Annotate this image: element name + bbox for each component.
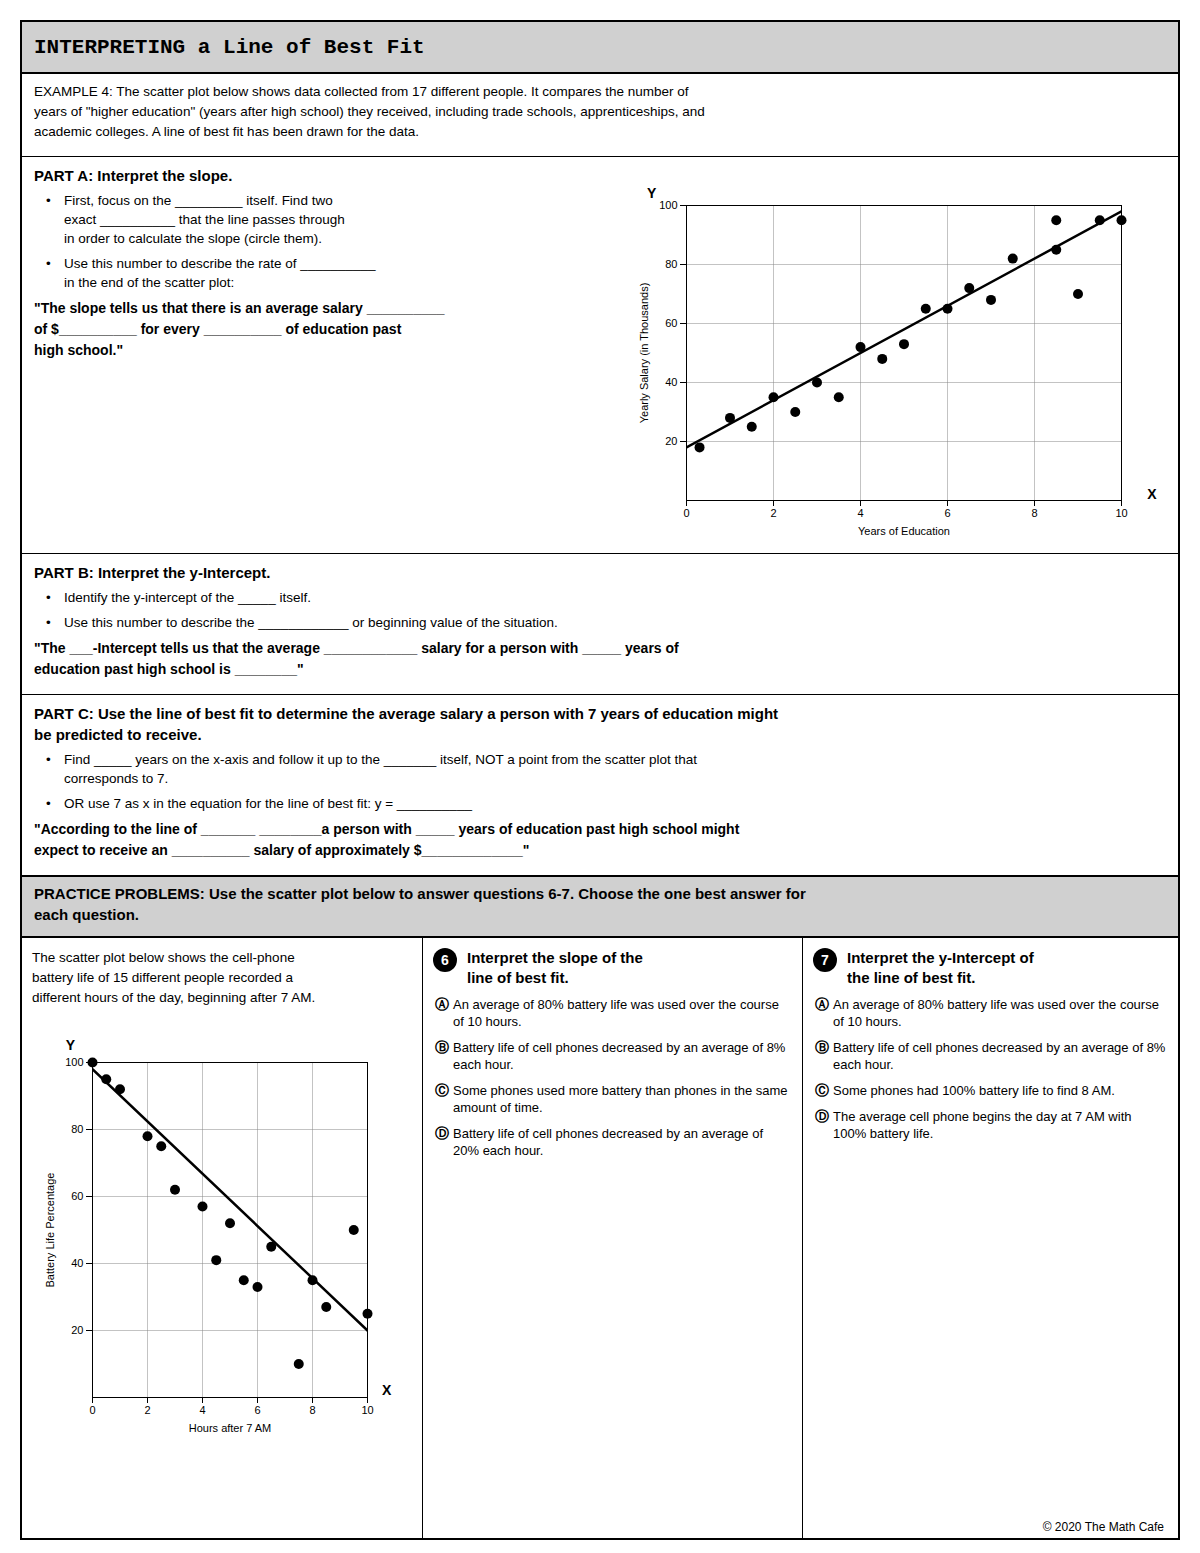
html-text:Ⓓ The average cell phone begin: Ⓓ The average cell phone begins the day … bbox=[815, 1108, 1132, 1141]
html-text:Ⓒ Some phones had 100% battery: Ⓒ Some phones had 100% battery life to f… bbox=[815, 1082, 1115, 1098]
svg-text:6: 6 bbox=[254, 1404, 260, 1416]
html-text:Use this number to describe th: Use this number to describe the rate of … bbox=[64, 256, 376, 271]
svg-text:80: 80 bbox=[665, 258, 677, 270]
html-text:high school.": high school." bbox=[34, 342, 124, 358]
svg-text:10: 10 bbox=[1115, 507, 1127, 519]
html-text:6: 6 bbox=[441, 952, 449, 968]
html-text:each question.: each question. bbox=[34, 906, 139, 923]
svg-text:100: 100 bbox=[659, 199, 677, 211]
svg-text:4: 4 bbox=[857, 507, 863, 519]
svg-text:8: 8 bbox=[309, 1404, 315, 1416]
html-text:Ⓓ Battery life of cell phones: Ⓓ Battery life of cell phones decreased … bbox=[435, 1125, 763, 1158]
svg-text:Y: Y bbox=[647, 185, 657, 201]
svg-text:Hours after 7 AM: Hours after 7 AM bbox=[189, 1422, 272, 1434]
svg-text:4: 4 bbox=[199, 1404, 205, 1416]
html-text:in the end of the scatter plot: in the end of the scatter plot: bbox=[64, 275, 235, 290]
html-text:battery life of 15 different p: battery life of 15 different people reco… bbox=[32, 970, 293, 985]
svg-text:0: 0 bbox=[683, 507, 689, 519]
svg-text:0: 0 bbox=[89, 1404, 95, 1416]
svg-text:X: X bbox=[382, 1382, 392, 1398]
html-text:academic colleges. A line of b: academic colleges. A line of best fit ha… bbox=[34, 124, 419, 139]
svg-text:X: X bbox=[1147, 486, 1157, 502]
html-text:Ⓑ Battery life of cell phones: Ⓑ Battery life of cell phones decreased … bbox=[815, 1039, 1166, 1072]
html-text:in order to calculate the slop: in order to calculate the slope (circle … bbox=[64, 231, 323, 246]
svg-text:6: 6 bbox=[944, 507, 950, 519]
html-text:PART A: Interpret the slope.: PART A: Interpret the slope. bbox=[34, 167, 233, 184]
html-text:Ⓐ An average of 80% battery li: Ⓐ An average of 80% battery life was use… bbox=[815, 996, 1159, 1029]
html-text:OR use 7 as x in the equation: OR use 7 as x in the equation for the li… bbox=[64, 796, 472, 811]
svg-text:100: 100 bbox=[65, 1056, 83, 1068]
html-text:expect to receive an _________: expect to receive an __________ salary o… bbox=[34, 842, 530, 858]
svg-text:Battery Life Percentage: Battery Life Percentage bbox=[44, 1173, 56, 1288]
html-text:education past high school is: education past high school is ________" bbox=[34, 661, 304, 677]
html-text:Interpret the slope of the: Interpret the slope of the bbox=[467, 949, 643, 966]
svg-text:60: 60 bbox=[665, 317, 677, 329]
html-text:Ⓒ Some phones used more batter: Ⓒ Some phones used more battery than pho… bbox=[435, 1082, 788, 1115]
html-text:First, focus on the _________: First, focus on the _________ itself. Fi… bbox=[64, 193, 333, 208]
svg-text:10: 10 bbox=[361, 1404, 373, 1416]
html-text:The scatter plot below shows t: The scatter plot below shows the cell-ph… bbox=[32, 950, 295, 965]
svg-text:Y: Y bbox=[66, 1037, 76, 1053]
html-text:exact __________ that the line: exact __________ that the line passes th… bbox=[64, 212, 345, 227]
html-text:"The ___-Intercept tells us th: "The ___-Intercept tells us that the ave… bbox=[34, 640, 679, 656]
html-text:line of best fit.: line of best fit. bbox=[467, 969, 569, 986]
svg-text:Yearly Salary (in Thousands): Yearly Salary (in Thousands) bbox=[638, 283, 650, 424]
svg-text:Years of Education: Years of Education bbox=[858, 525, 950, 537]
html-text:of $__________ for every _____: of $__________ for every __________ of e… bbox=[34, 321, 402, 337]
html-text:Find _____ years on the x-axis: Find _____ years on the x-axis and follo… bbox=[64, 752, 698, 767]
html-text:"The slope tells us that there: "The slope tells us that there is an ave… bbox=[34, 300, 445, 316]
html-text:EXAMPLE 4: The scatter plot be: EXAMPLE 4: The scatter plot below shows … bbox=[34, 84, 689, 99]
html-text:PART C: Use the line of best f: PART C: Use the line of best fit to dete… bbox=[34, 705, 779, 722]
html-text:be predicted to receive.: be predicted to receive. bbox=[34, 726, 202, 743]
html-text:different hours of the day, be: different hours of the day, beginning af… bbox=[32, 990, 316, 1005]
svg-text:8: 8 bbox=[1031, 507, 1037, 519]
svg-text:60: 60 bbox=[71, 1190, 83, 1202]
svg-text:2: 2 bbox=[144, 1404, 150, 1416]
html-text:years of "higher education" (y: years of "higher education" (years after… bbox=[34, 104, 705, 119]
html-text:"According to the line of ____: "According to the line of _______ ______… bbox=[34, 821, 740, 837]
html-text:7: 7 bbox=[821, 952, 829, 968]
svg-text:2: 2 bbox=[770, 507, 776, 519]
html-text:Ⓐ An average of 80% battery li: Ⓐ An average of 80% battery life was use… bbox=[435, 996, 779, 1029]
svg-text:20: 20 bbox=[71, 1324, 83, 1336]
svg-text:20: 20 bbox=[665, 435, 677, 447]
html-text:Identify the y-intercept of th: Identify the y-intercept of the _____ it… bbox=[64, 590, 311, 605]
html-text:PART B: Interpret the y-Interc: PART B: Interpret the y-Intercept. bbox=[34, 564, 271, 581]
html-text:corresponds to 7.: corresponds to 7. bbox=[64, 771, 169, 786]
svg-text:40: 40 bbox=[71, 1257, 83, 1269]
html-text:PRACTICE PROBLEMS: Use the sca: PRACTICE PROBLEMS: Use the scatter plot … bbox=[34, 885, 806, 902]
html-text:INTERPRETING a Line of Best Fi: INTERPRETING a Line of Best Fit bbox=[34, 35, 425, 59]
svg-text:80: 80 bbox=[71, 1123, 83, 1135]
html-text:Ⓑ Battery life of cell phones: Ⓑ Battery life of cell phones decreased … bbox=[435, 1039, 786, 1072]
html-text:Interpret the y-Intercept of: Interpret the y-Intercept of bbox=[847, 949, 1034, 966]
html-text:© 2020 The Math Cafe: © 2020 The Math Cafe bbox=[1042, 1520, 1164, 1534]
svg-text:40: 40 bbox=[665, 376, 677, 388]
html-text:Use this number to describe th: Use this number to describe the ________… bbox=[64, 615, 558, 630]
html-text:the line of best fit.: the line of best fit. bbox=[847, 969, 976, 986]
